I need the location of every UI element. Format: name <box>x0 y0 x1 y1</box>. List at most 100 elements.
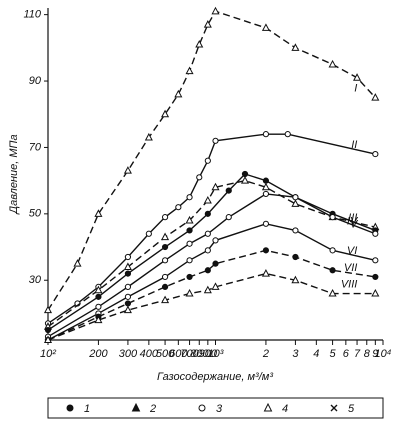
marker <box>161 232 170 241</box>
marker <box>291 199 300 207</box>
legend-marker <box>263 402 273 412</box>
marker <box>94 315 103 324</box>
marker <box>175 204 182 211</box>
y-tick-label: 90 <box>29 75 42 87</box>
series-label: II <box>351 139 357 151</box>
marker <box>186 194 193 201</box>
marker <box>161 295 170 304</box>
series-label: III <box>348 212 357 224</box>
marker <box>43 305 53 314</box>
marker <box>203 20 212 28</box>
series-line <box>47 133 376 324</box>
legend-marker <box>330 404 338 412</box>
series-label: VIII <box>341 278 358 290</box>
marker <box>95 303 102 310</box>
marker <box>185 215 194 224</box>
marker <box>186 227 193 234</box>
y-tick-label: 30 <box>29 274 42 286</box>
marker <box>353 73 362 81</box>
marker <box>123 262 132 270</box>
marker <box>240 176 250 184</box>
marker <box>262 247 270 254</box>
marker <box>225 187 232 194</box>
marker <box>292 194 299 201</box>
marker <box>371 288 380 297</box>
x-tick-label: 2 <box>262 348 269 360</box>
marker <box>124 300 132 307</box>
marker <box>161 283 169 290</box>
marker <box>43 335 53 343</box>
marker <box>204 157 211 164</box>
marker <box>284 131 291 138</box>
legend-label: 2 <box>149 403 156 415</box>
marker <box>212 237 219 244</box>
marker <box>124 253 132 261</box>
marker <box>185 288 194 297</box>
legend-label: 4 <box>282 403 288 415</box>
marker <box>291 275 300 284</box>
marker <box>204 247 211 254</box>
marker <box>161 109 170 118</box>
x-tick-label: 200 <box>88 348 108 360</box>
x-axis-title: Газосодержание, м³/м³ <box>157 371 273 383</box>
x-tick-label: 600 <box>169 348 188 360</box>
x-tick-label: 400 <box>140 348 159 360</box>
marker <box>94 285 103 294</box>
marker <box>329 214 336 221</box>
marker <box>211 6 220 15</box>
x-tick-label: 4 <box>313 348 319 360</box>
marker <box>124 270 132 277</box>
series-line <box>47 179 376 328</box>
marker <box>174 89 183 98</box>
marker <box>204 267 211 274</box>
marker <box>161 257 169 264</box>
marker <box>124 283 132 290</box>
marker <box>186 257 193 264</box>
series-label: I <box>354 83 357 95</box>
marker <box>262 131 270 138</box>
marker <box>161 273 169 281</box>
legend-marker <box>131 402 141 412</box>
x-tick-label: 700 <box>180 348 199 360</box>
series-line <box>47 10 376 311</box>
marker <box>261 182 270 191</box>
marker <box>262 220 270 227</box>
marker <box>329 247 336 254</box>
marker <box>211 282 220 290</box>
marker <box>186 273 193 281</box>
marker <box>161 214 169 221</box>
x-tick-label: 900 <box>199 348 218 360</box>
x-tick-label: 6 <box>343 348 350 360</box>
marker <box>186 240 193 247</box>
marker <box>328 59 337 68</box>
legend-label: 1 <box>84 403 90 415</box>
series-label: VII <box>344 262 357 274</box>
marker <box>225 214 232 221</box>
marker <box>291 43 300 51</box>
marker <box>195 39 204 48</box>
marker <box>372 230 379 237</box>
marker <box>212 137 219 144</box>
marker <box>372 150 379 158</box>
marker <box>185 66 194 75</box>
marker <box>328 288 337 297</box>
x-tick-label: 10² <box>40 348 56 360</box>
marker <box>211 182 220 191</box>
marker <box>261 23 270 31</box>
marker <box>372 257 379 264</box>
legend-label: 5 <box>348 403 355 415</box>
marker <box>262 177 270 184</box>
marker <box>203 195 212 204</box>
legend-marker <box>198 404 206 412</box>
marker <box>144 132 153 141</box>
marker <box>44 326 52 334</box>
x-tick-label: 8 <box>364 348 371 360</box>
x-tick-label: 5 <box>330 348 337 360</box>
marker <box>371 93 380 101</box>
y-tick-label: 110 <box>23 9 41 21</box>
marker <box>262 190 270 198</box>
marker <box>204 230 211 237</box>
marker <box>161 243 169 251</box>
x-tick-label: 10⁴ <box>375 348 392 360</box>
